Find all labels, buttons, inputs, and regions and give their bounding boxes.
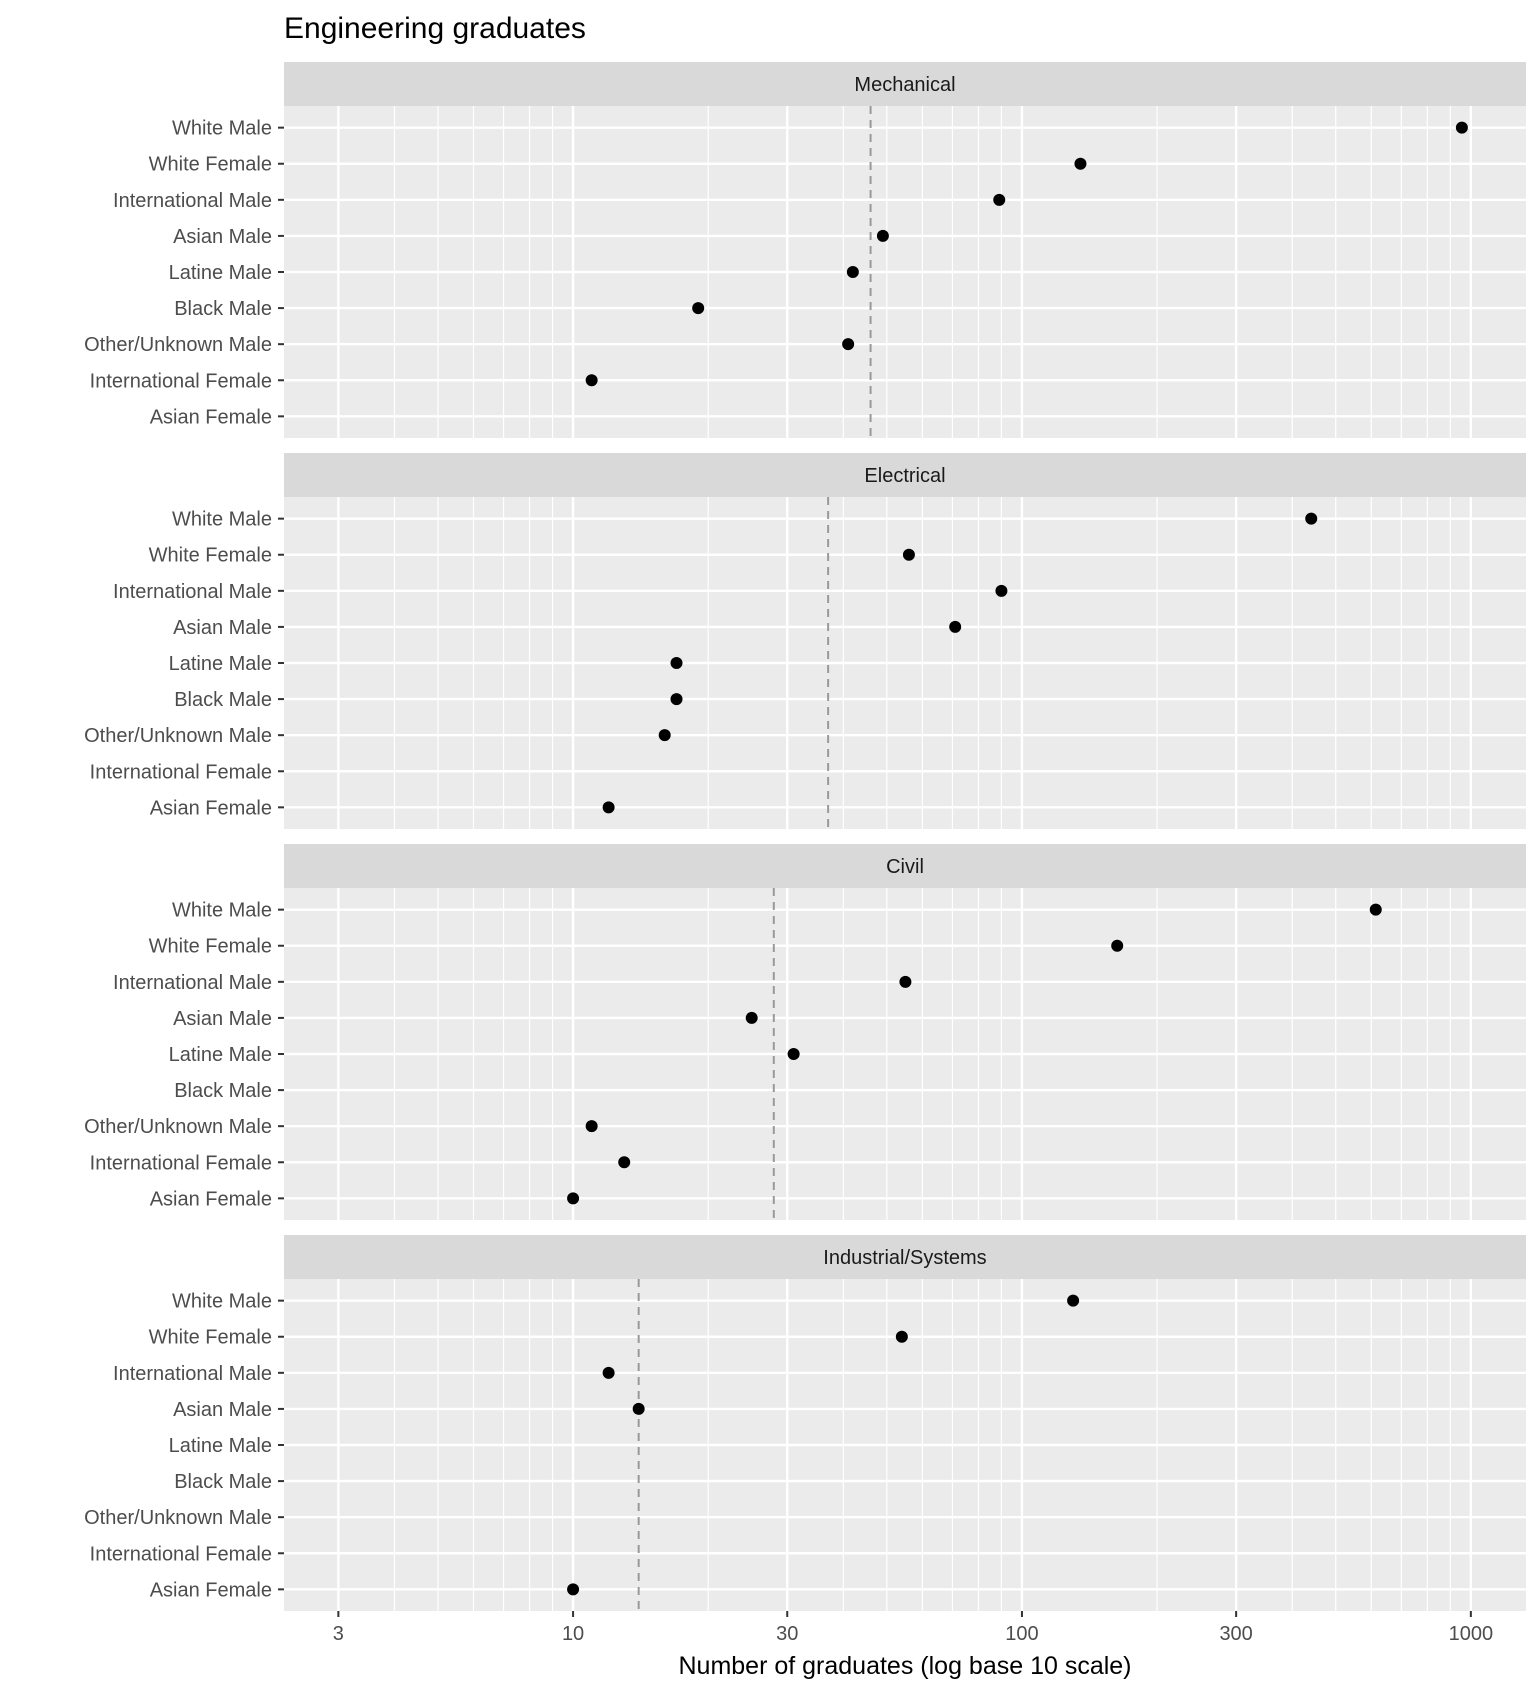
data-point [632, 1402, 645, 1415]
data-point [1305, 512, 1318, 525]
facet-strip [284, 1235, 1526, 1279]
y-tick-label: International Male [113, 972, 272, 994]
y-tick-label: White Male [172, 900, 272, 922]
data-point [842, 338, 855, 351]
y-tick-label: Asian Female [150, 1579, 272, 1601]
y-tick-label: Black Male [174, 1471, 272, 1493]
data-point [899, 975, 912, 988]
y-tick-label: International Male [113, 190, 272, 212]
y-tick-label: White Male [172, 1291, 272, 1313]
data-point [1067, 1294, 1080, 1307]
x-tick-label: 10 [562, 1623, 584, 1645]
y-tick-label: Latine Male [169, 1435, 272, 1457]
y-tick-label: Asian Male [173, 1008, 272, 1030]
y-tick-label: White Female [149, 545, 272, 567]
data-point [567, 1583, 580, 1596]
facet-panel-mechanical: Mechanical White Male White Female Internat… [84, 62, 1526, 438]
y-tick-label: International Female [90, 370, 272, 392]
y-tick-label: Black Male [174, 689, 272, 711]
x-axis-label: Number of graduates (log base 10 scale) [678, 1652, 1131, 1680]
facet-strip-label: Civil [886, 856, 924, 878]
data-point [1074, 157, 1087, 170]
y-tick-label: Black Male [174, 298, 272, 320]
data-point [585, 374, 598, 387]
facet-strip [284, 62, 1526, 106]
facet-strip-label: Electrical [864, 465, 945, 487]
facet-strip-label: Industrial/Systems [823, 1247, 986, 1269]
data-point [949, 620, 962, 633]
data-point [602, 1366, 615, 1379]
facet-strip [284, 453, 1526, 497]
chart-title: Engineering graduates [284, 12, 586, 45]
y-tick-label: International Female [90, 1152, 272, 1174]
y-tick-label: White Male [172, 118, 272, 140]
y-tick-label: White Male [172, 509, 272, 531]
y-tick-label: White Female [149, 1327, 272, 1349]
data-point [670, 693, 683, 706]
y-tick-label: International Female [90, 761, 272, 783]
data-point [902, 548, 915, 561]
y-tick-label: Asian Female [150, 406, 272, 428]
y-tick-label: International Male [113, 581, 272, 603]
y-tick-label: Latine Male [169, 1044, 272, 1066]
y-tick-label: White Female [149, 154, 272, 176]
y-tick-label: White Female [149, 936, 272, 958]
y-tick-label: Asian Female [150, 1188, 272, 1210]
y-tick-label: Other/Unknown Male [84, 334, 272, 356]
data-point [787, 1048, 800, 1060]
data-point [993, 193, 1006, 206]
facet-strip-label: Mechanical [854, 74, 955, 96]
data-point [1369, 903, 1382, 916]
y-tick-label: Asian Male [173, 617, 272, 639]
data-point [745, 1011, 758, 1024]
x-tick-label: 30 [776, 1623, 798, 1645]
data-point [692, 302, 705, 315]
data-point [1111, 939, 1124, 952]
facet-panel-industrial-systems: Industrial/Systems White Male White Female… [84, 1235, 1526, 1611]
data-point [567, 1192, 580, 1205]
x-tick-label: 3 [333, 1623, 344, 1645]
y-tick-label: Asian Male [173, 226, 272, 248]
data-point [658, 729, 671, 742]
data-point [995, 584, 1008, 597]
data-point [618, 1156, 631, 1169]
data-point [846, 266, 859, 278]
x-tick-label: 100 [1005, 1623, 1038, 1645]
y-tick-label: Other/Unknown Male [84, 1116, 272, 1138]
data-point [602, 801, 615, 814]
y-tick-label: Asian Male [173, 1399, 272, 1421]
data-point [585, 1120, 598, 1133]
x-tick-label: 300 [1219, 1623, 1252, 1645]
data-point [670, 657, 683, 669]
y-tick-label: International Female [90, 1543, 272, 1565]
data-point [876, 229, 889, 242]
y-tick-label: Latine Male [169, 262, 272, 284]
y-tick-label: International Male [113, 1363, 272, 1385]
y-tick-label: Black Male [174, 1080, 272, 1102]
data-point [895, 1330, 908, 1343]
facet-panel-civil: Civil White Male White Female International… [84, 844, 1526, 1220]
y-tick-label: Latine Male [169, 653, 272, 675]
facet-strip [284, 844, 1526, 888]
y-tick-label: Other/Unknown Male [84, 1507, 272, 1529]
data-point [1455, 121, 1468, 134]
y-tick-label: Asian Female [150, 797, 272, 819]
facet-panel-electrical: Electrical White Male White Female Internat… [84, 453, 1526, 829]
y-tick-label: Other/Unknown Male [84, 725, 272, 747]
x-tick-label: 1000 [1449, 1623, 1494, 1645]
